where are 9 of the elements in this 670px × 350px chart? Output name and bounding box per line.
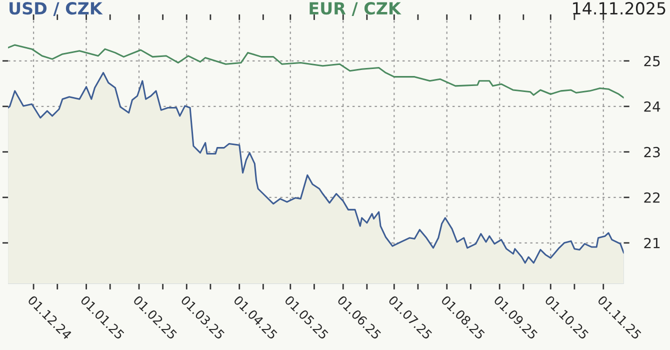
y-tick-label: 22 [644,192,660,203]
y-tick-label: 23 [644,146,660,158]
line-series [8,44,624,99]
y-tick-label: 21 [644,238,660,248]
text: EUR / CZK [310,2,402,16]
y-tick-label: 25 [644,56,660,66]
text: 14.11.2025 [573,2,666,15]
text: USD / CZK [10,2,103,16]
y-tick-label: 24 [644,101,660,112]
